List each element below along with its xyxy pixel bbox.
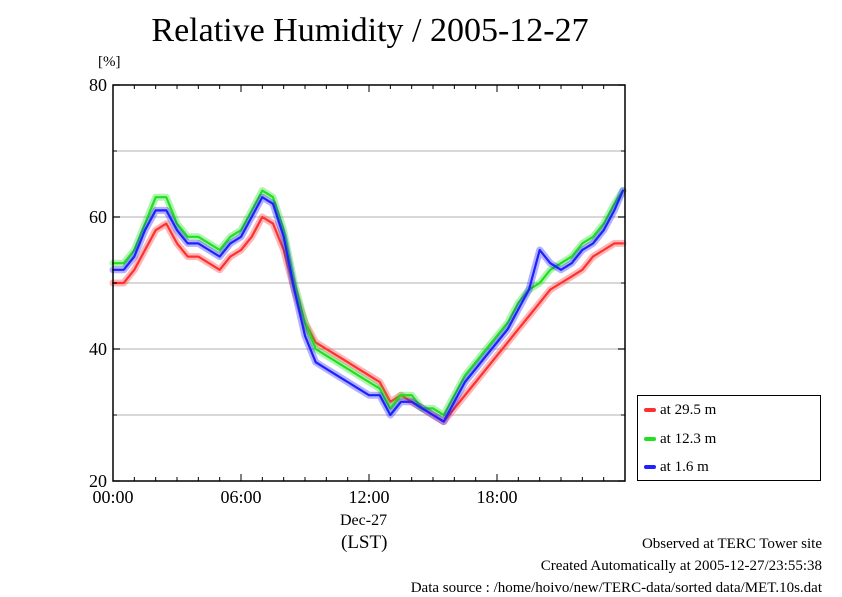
legend-swatch-blue [644, 465, 656, 469]
chart-series [109, 187, 627, 426]
x-axis-date-label: Dec-27 [340, 512, 388, 529]
legend-label: at 12.3 m [660, 430, 717, 447]
x-tick-label: 00:00 [92, 487, 133, 507]
legend-item: at 29.5 m [644, 400, 716, 420]
y-tick-label: 40 [89, 339, 107, 359]
legend-label: at 29.5 m [660, 401, 717, 418]
footer-created-text: Created Automatically at 2005-12-27/23:5… [540, 558, 822, 574]
series-line [111, 189, 624, 423]
legend-swatch-red [644, 408, 656, 412]
x-axis-label: (LST) [341, 532, 388, 553]
chart-legend: at 29.5 m at 12.3 m at 1.6 m [637, 395, 821, 481]
footer-source-text: Data source : /home/hoivo/new/TERC-data/… [410, 580, 822, 596]
footer-site-text: Observed at TERC Tower site [641, 536, 822, 552]
y-tick-label: 20 [89, 471, 107, 491]
series-line [111, 189, 624, 417]
y-tick-label: 60 [89, 207, 107, 227]
chart-grid [113, 150, 625, 416]
y-axis-unit-label: [%] [98, 54, 121, 70]
x-tick-label: 18:00 [476, 487, 517, 507]
series-band [109, 187, 627, 426]
chart-title: Relative Humidity / 2005-12-27 [151, 12, 589, 49]
chart-tick-labels: 20 40 60 80 00:00 06:00 12:00 18:00 [89, 75, 518, 507]
legend-swatch-green [644, 437, 656, 441]
series-line [111, 215, 624, 423]
legend-label: at 1.6 m [660, 458, 709, 475]
y-tick-label: 80 [89, 75, 107, 95]
x-tick-label: 06:00 [220, 487, 261, 507]
chart-ticks [112, 84, 626, 482]
x-tick-label: 12:00 [348, 487, 389, 507]
legend-item: at 12.3 m [644, 429, 716, 449]
legend-item: at 1.6 m [644, 457, 709, 477]
